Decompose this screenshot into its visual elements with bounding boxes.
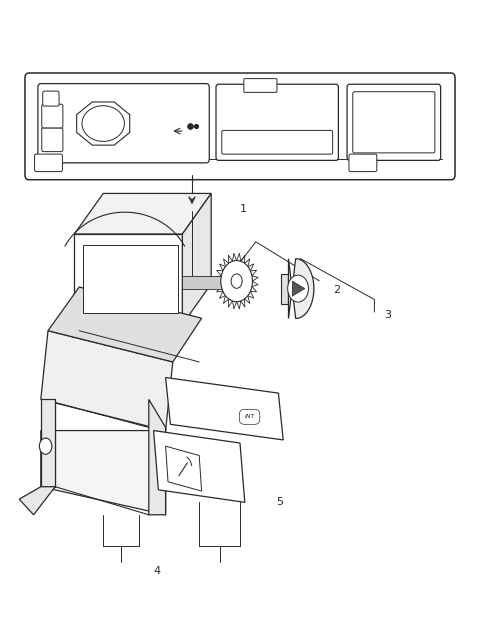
Ellipse shape: [82, 105, 124, 142]
FancyBboxPatch shape: [25, 73, 455, 180]
FancyBboxPatch shape: [38, 84, 209, 163]
Polygon shape: [41, 431, 166, 515]
Polygon shape: [166, 446, 202, 491]
Polygon shape: [41, 331, 173, 431]
Text: 4: 4: [154, 566, 161, 576]
FancyBboxPatch shape: [43, 91, 59, 106]
Circle shape: [288, 275, 309, 302]
Polygon shape: [149, 399, 166, 515]
Polygon shape: [281, 274, 288, 304]
Polygon shape: [166, 378, 283, 440]
Polygon shape: [182, 276, 223, 288]
FancyBboxPatch shape: [347, 84, 441, 160]
FancyBboxPatch shape: [353, 92, 435, 153]
Text: 2: 2: [334, 285, 341, 295]
FancyBboxPatch shape: [42, 104, 63, 128]
FancyBboxPatch shape: [42, 128, 63, 152]
Polygon shape: [292, 281, 305, 296]
Circle shape: [221, 261, 252, 302]
FancyBboxPatch shape: [35, 154, 62, 172]
Text: 3: 3: [384, 310, 391, 320]
Text: 5: 5: [276, 497, 283, 507]
Circle shape: [39, 438, 52, 454]
Text: INT: INT: [244, 414, 255, 419]
Polygon shape: [74, 193, 211, 234]
Polygon shape: [288, 258, 314, 319]
Circle shape: [231, 274, 242, 288]
FancyBboxPatch shape: [244, 79, 277, 92]
Polygon shape: [41, 399, 55, 487]
FancyBboxPatch shape: [349, 154, 377, 172]
Polygon shape: [74, 234, 182, 324]
FancyBboxPatch shape: [222, 130, 333, 154]
Text: 1: 1: [240, 204, 247, 214]
Polygon shape: [19, 487, 55, 515]
FancyBboxPatch shape: [216, 84, 338, 160]
Polygon shape: [154, 431, 245, 502]
Polygon shape: [83, 245, 178, 313]
Polygon shape: [48, 287, 202, 362]
Polygon shape: [182, 193, 211, 324]
